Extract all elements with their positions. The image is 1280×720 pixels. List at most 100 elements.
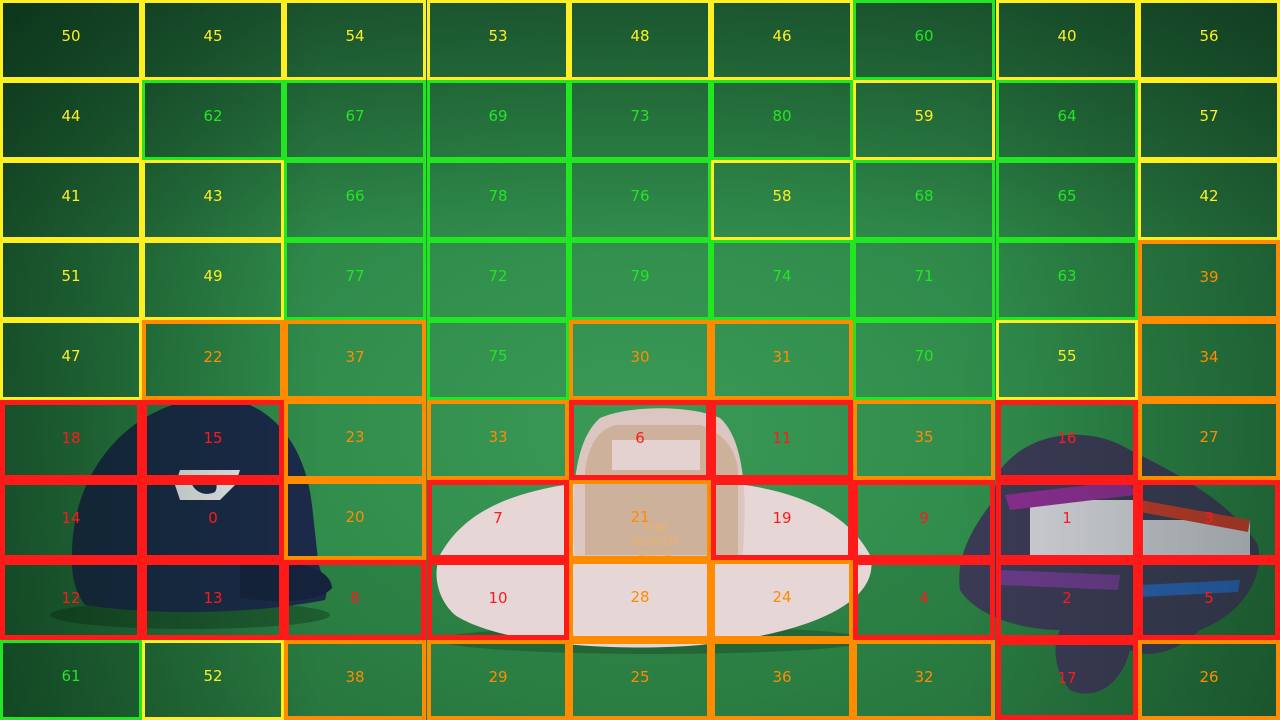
grid-cell-label: 41: [61, 187, 81, 205]
grid-cell-40: 40: [996, 0, 1138, 80]
grid-cell-36: 36: [711, 640, 853, 720]
grid-cell-57: 57: [1138, 80, 1280, 160]
grid-cell-35: 35: [853, 400, 995, 480]
grid-cell-label: 21: [630, 508, 650, 526]
grid-cell-0: 0: [142, 480, 284, 560]
grid-cell-label: 10: [488, 589, 508, 607]
scarf-blue-stripe: [1140, 580, 1240, 597]
scarf-violet-stripe: [1000, 570, 1120, 590]
grid-cell-label: 71: [914, 267, 934, 285]
grid-cell-3: 3: [1138, 480, 1280, 560]
grid-cell-69: 69: [427, 80, 569, 160]
grid-cell-label: 9: [919, 509, 929, 527]
grid-cell-label: 66: [345, 187, 365, 205]
grid-cell-label: 12: [61, 589, 81, 607]
scarf-white-band: [1030, 500, 1140, 555]
grid-cell-label: 4: [919, 589, 929, 607]
grid-cell-label: 50: [61, 27, 81, 45]
grid-cell-label: 23: [345, 428, 365, 446]
grid-cell-80: 80: [711, 80, 853, 160]
grid-cell-label: 43: [203, 187, 223, 205]
grid-cell-28: 28: [569, 560, 711, 640]
grid-cell-label: 1: [1062, 509, 1072, 527]
grid-cell-63: 63: [996, 240, 1138, 320]
grid-cell-13: 13: [142, 560, 284, 640]
grid-cell-label: 70: [914, 347, 934, 365]
grid-cell-23: 23: [284, 400, 426, 480]
grid-cell-label: 35: [914, 428, 934, 446]
grid-cell-49: 49: [142, 240, 284, 320]
grid-cell-label: 11: [772, 429, 792, 447]
grid-cell-76: 76: [569, 160, 711, 240]
grid-cell-62: 62: [142, 80, 284, 160]
grid-cell-67: 67: [284, 80, 426, 160]
grid-cell-14: 14: [0, 480, 142, 560]
grid-cell-71: 71: [853, 240, 995, 320]
grid-cell-label: 7: [493, 509, 503, 527]
grid-cell-label: 64: [1057, 107, 1077, 125]
grid-cell-label: 15: [203, 429, 223, 447]
grid-cell-72: 72: [427, 240, 569, 320]
grid-cell-label: 42: [1199, 187, 1219, 205]
grid-cell-label: 76: [630, 187, 650, 205]
grid-cell-19: 19: [711, 480, 853, 560]
hat-brand-text-2: NORTH: [632, 534, 678, 549]
grid-cell-12: 12: [0, 560, 142, 640]
grid-cell-label: 6: [635, 429, 645, 447]
grid-cell-label: 3: [1204, 509, 1214, 527]
grid-cell-44: 44: [0, 80, 142, 160]
grid-cell-55: 55: [996, 320, 1138, 400]
grid-cell-label: 13: [203, 589, 223, 607]
grid-cell-label: 40: [1057, 27, 1077, 45]
grid-cell-label: 67: [345, 107, 365, 125]
grid-cell-60: 60: [853, 0, 995, 80]
grid-cell-7: 7: [427, 480, 569, 560]
grid-cell-label: 63: [1057, 267, 1077, 285]
grid-cell-29: 29: [427, 640, 569, 720]
grid-cell-47: 47: [0, 320, 142, 400]
grid-cell-label: 33: [488, 428, 508, 446]
grid-cell-label: 69: [488, 107, 508, 125]
grid-cell-75: 75: [427, 320, 569, 400]
grid-cell-label: 61: [61, 667, 81, 685]
grid-cell-label: 22: [203, 348, 223, 366]
grid-cell-label: 28: [630, 588, 650, 606]
grid-cell-label: 19: [772, 509, 792, 527]
grid-cell-65: 65: [996, 160, 1138, 240]
grid-cell-53: 53: [427, 0, 569, 80]
grid-cell-label: 5: [1204, 589, 1214, 607]
grid-cell-label: 77: [345, 267, 365, 285]
grid-cell-label: 55: [1057, 347, 1077, 365]
grid-cell-4: 4: [853, 560, 995, 640]
grid-cell-9: 9: [853, 480, 995, 560]
grid-cell-label: 46: [772, 27, 792, 45]
grid-cell-label: 54: [345, 27, 365, 45]
grid-cell-50: 50: [0, 0, 142, 80]
grid-cell-label: 72: [488, 267, 508, 285]
grid-cell-45: 45: [142, 0, 284, 80]
grid-cell-label: 38: [345, 668, 365, 686]
grid-cell-label: 14: [61, 509, 81, 527]
grid-cell-label: 34: [1199, 348, 1219, 366]
grid-cell-33: 33: [427, 400, 569, 480]
grid-cell-70: 70: [853, 320, 995, 400]
grid-cell-label: 36: [772, 668, 792, 686]
grid-cell-label: 53: [488, 27, 508, 45]
grid-cell-label: 47: [61, 347, 81, 365]
grid-cell-41: 41: [0, 160, 142, 240]
grid-cell-label: 45: [203, 27, 223, 45]
grid-cell-38: 38: [284, 640, 426, 720]
grid-cell-label: 79: [630, 267, 650, 285]
grid-cell-51: 51: [0, 240, 142, 320]
scarf-purple-stripe: [1005, 480, 1135, 510]
grid-cell-15: 15: [142, 400, 284, 480]
grid-cell-68: 68: [853, 160, 995, 240]
grid-cell-59: 59: [853, 80, 995, 160]
grid-cell-18: 18: [0, 400, 142, 480]
scarf-red-stripe: [1140, 500, 1250, 532]
grid-cell-39: 39: [1138, 240, 1280, 320]
grid-cell-58: 58: [711, 160, 853, 240]
grid-cell-label: 59: [914, 107, 934, 125]
grid-cell-24: 24: [711, 560, 853, 640]
